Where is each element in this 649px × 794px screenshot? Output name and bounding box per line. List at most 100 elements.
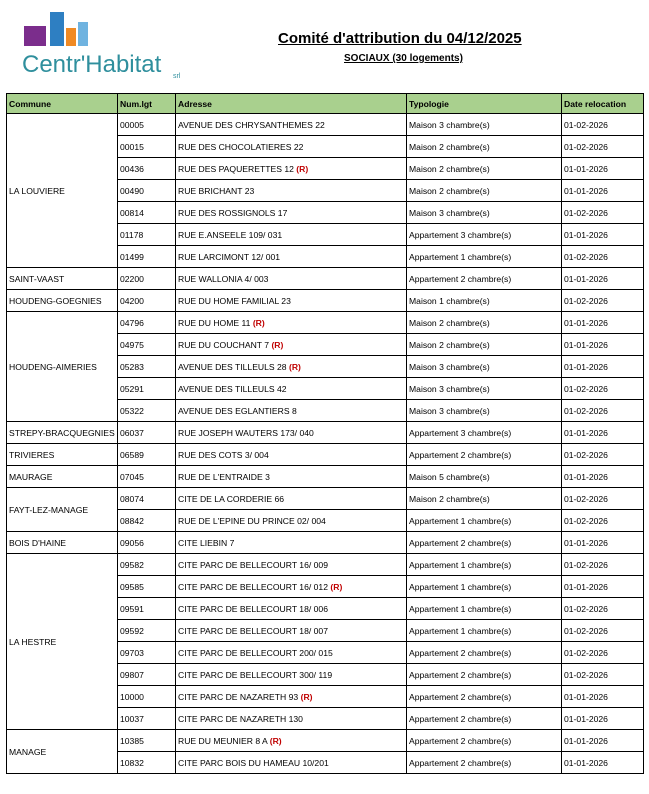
date-cell: 01-01-2026	[561, 531, 644, 554]
address-cell: RUE DES COTS 3/ 004	[175, 443, 407, 466]
typology-cell: Appartement 2 chambre(s)	[406, 443, 562, 466]
commune-cell: BOIS D'HAINE	[6, 531, 118, 554]
address: CITE PARC DE BELLECOURT 16/ 012	[178, 581, 328, 592]
relocation-flag: (R)	[269, 735, 282, 746]
date-cell: 01-02-2026	[561, 289, 644, 312]
address: AVENUE DES EGLANTIERS 8	[178, 405, 297, 416]
date-cell: 01-01-2026	[561, 267, 644, 290]
column-header: Date relocation	[561, 93, 644, 114]
column-header: Adresse	[175, 93, 407, 114]
logo-suffix: srl	[173, 73, 181, 80]
address-cell: CITE DE LA CORDERIE 66	[175, 487, 407, 510]
address-cell: RUE BRICHANT 23	[175, 179, 407, 202]
address-cell: AVENUE DES EGLANTIERS 8	[175, 399, 407, 422]
date-cell: 01-01-2026	[561, 355, 644, 378]
date-cell: 01-02-2026	[561, 619, 644, 642]
number-cell: 00814	[117, 201, 176, 224]
address: RUE DU COUCHANT 7	[178, 339, 270, 350]
number-cell: 02200	[117, 267, 176, 290]
date-cell: 01-02-2026	[561, 377, 644, 400]
address: AVENUE DES TILLEULS 42	[178, 383, 287, 394]
number-cell: 10832	[117, 751, 176, 774]
number-cell: 10385	[117, 729, 176, 752]
address-cell: RUE E.ANSEELE 109/ 031	[175, 223, 407, 246]
table-row: 05322 AVENUE DES EGLANTIERS 8 Maison 3 cha…	[7, 399, 644, 422]
typology-cell: Appartement 2 chambre(s)	[406, 641, 562, 664]
column-header: Typologie	[406, 93, 562, 114]
date-cell: 01-02-2026	[561, 443, 644, 466]
date-cell: 01-01-2026	[561, 707, 644, 730]
commune-cell: MANAGE	[6, 729, 118, 774]
table-row: HOUDENG-GOEGNIES 04200 RUE DU HOME FAMILIA…	[6, 289, 644, 312]
relocation-flag: (R)	[300, 691, 313, 702]
address-cell: AVENUE DES TILLEULS 28 (R)	[175, 355, 407, 378]
address-cell: CITE PARC DE BELLECOURT 18/ 006	[175, 597, 407, 620]
address-cell: CITE PARC DE NAZARETH 130	[175, 707, 407, 730]
table-row: BOIS D'HAINE 09056 CITE LIEBIN 7 Appartemen…	[6, 531, 644, 554]
address: CITE PARC DE BELLECOURT 16/ 009	[178, 559, 328, 570]
address-cell: RUE WALLONIA 4/ 003	[175, 267, 407, 290]
number-cell: 06037	[117, 421, 176, 444]
typology-cell: Maison 3 chambre(s)	[406, 355, 562, 378]
address: RUE LARCIMONT 12/ 001	[178, 251, 281, 262]
commune-cell: TRIVIERES	[6, 443, 118, 466]
date-cell: 01-02-2026	[561, 641, 644, 664]
address-cell: RUE DU HOME 11 (R)	[175, 311, 407, 334]
number-cell: 05283	[117, 355, 176, 378]
table-row: 09591 CITE PARC DE BELLECOURT 18/ 006 Appa…	[7, 597, 644, 620]
title: Comité d'attribution du 04/12/2025	[278, 30, 522, 47]
typology-cell: Maison 3 chambre(s)	[406, 377, 562, 400]
number-cell: 10037	[117, 707, 176, 730]
number-cell: 01178	[117, 223, 176, 246]
address: RUE DE L'EPINE DU PRINCE 02/ 004	[178, 515, 326, 526]
table-row: 10000 CITE PARC DE NAZARETH 93 (R) Apparte…	[7, 685, 644, 708]
date-cell: 01-02-2026	[561, 113, 644, 136]
number-cell: 07045	[117, 465, 176, 488]
address-cell: RUE DES ROSSIGNOLS 17	[175, 201, 407, 224]
table-row: 00814 RUE DES ROSSIGNOLS 17 Maison 3 chamb…	[7, 201, 644, 224]
date-cell: 01-01-2026	[561, 157, 644, 180]
number-cell: 05322	[117, 399, 176, 422]
date-cell: 01-01-2026	[561, 223, 644, 246]
address-cell: CITE PARC DE BELLECOURT 16/ 012 (R)	[175, 575, 407, 598]
number-cell: 09703	[117, 641, 176, 664]
relocation-flag: (R)	[330, 581, 343, 592]
typology-cell: Maison 1 chambre(s)	[406, 289, 562, 312]
typology-cell: Maison 2 chambre(s)	[406, 311, 562, 334]
address: CITE PARC DE BELLECOURT 200/ 015	[178, 647, 333, 658]
typology-cell: Appartement 1 chambre(s)	[406, 509, 562, 532]
subtitle: SOCIAUX (30 logements)	[344, 53, 463, 64]
number-cell: 09592	[117, 619, 176, 642]
typology-cell: Maison 5 chambre(s)	[406, 465, 562, 488]
address-cell: AVENUE DES TILLEULS 42	[175, 377, 407, 400]
address: RUE BRICHANT 23	[178, 185, 255, 196]
address-cell: CITE PARC DE NAZARETH 93 (R)	[175, 685, 407, 708]
typology-cell: Maison 2 chambre(s)	[406, 157, 562, 180]
address-cell: RUE DES CHOCOLATIERES 22	[175, 135, 407, 158]
commune-cell: STREPY-BRACQUEGNIES	[6, 421, 118, 444]
address-cell: RUE DU MEUNIER 8 A (R)	[175, 729, 407, 752]
typology-cell: Maison 2 chambre(s)	[406, 487, 562, 510]
relocation-flag: (R)	[296, 163, 309, 174]
number-cell: 09056	[117, 531, 176, 554]
address-cell: CITE LIEBIN 7	[175, 531, 407, 554]
date-cell: 01-01-2026	[561, 333, 644, 356]
date-cell: 01-02-2026	[561, 201, 644, 224]
table-row: 04975 RUE DU COUCHANT 7 (R) Maison 2 chamb…	[7, 333, 644, 356]
address: AVENUE DES CHRYSANTHEMES 22	[178, 119, 325, 130]
address: CITE PARC DE NAZARETH 93	[178, 691, 299, 702]
date-cell: 01-02-2026	[561, 245, 644, 268]
commune-cell: HOUDENG-AIMERIES	[6, 311, 118, 422]
number-cell: 06589	[117, 443, 176, 466]
number-cell: 00015	[117, 135, 176, 158]
number-cell: 10000	[117, 685, 176, 708]
logo-name: Centr'Habitat	[22, 51, 162, 78]
number-cell: 00490	[117, 179, 176, 202]
table-body: LA LOUVIERE 00005 AVENUE DES CHRYSANTHEMES…	[6, 113, 644, 774]
address-cell: RUE DU COUCHANT 7 (R)	[175, 333, 407, 356]
date-cell: 01-01-2026	[561, 729, 644, 752]
logo: Centr'Habitat srl	[22, 12, 181, 80]
address: AVENUE DES TILLEULS 28	[178, 361, 287, 372]
commune-cell: LA HESTRE	[6, 553, 118, 730]
date-cell: 01-01-2026	[561, 575, 644, 598]
